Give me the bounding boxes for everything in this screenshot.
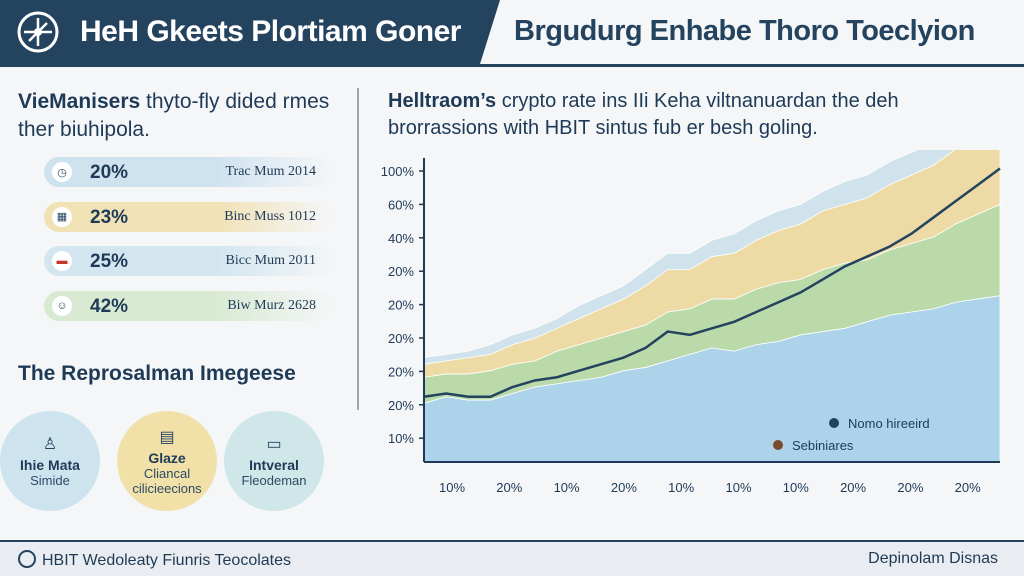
x-tick-label: 10% bbox=[725, 480, 751, 495]
y-tick-label: 100% bbox=[381, 164, 415, 179]
x-tick-label: 20% bbox=[496, 480, 522, 495]
info-circle: ♙ Ihie Mata Simide bbox=[0, 411, 100, 511]
stat-value: 42% bbox=[90, 295, 129, 317]
page-subtitle: Brgudurg Enhabe Thoro Toeclyion bbox=[514, 15, 975, 47]
legend-label: Nomo hireeird bbox=[848, 416, 930, 431]
y-tick-label: 40% bbox=[388, 231, 414, 246]
page-title: HeH Gkeets Plortiam Goner bbox=[80, 15, 461, 48]
stat-value: 20% bbox=[90, 162, 129, 183]
clock-icon: ◷ bbox=[52, 162, 72, 182]
compass-icon bbox=[17, 11, 59, 53]
area-series-3 bbox=[423, 150, 955, 365]
x-tick-label: 20% bbox=[955, 480, 981, 495]
user-icon: ☺ bbox=[52, 295, 72, 316]
y-tick-label: 20% bbox=[388, 298, 414, 313]
stat-row: ▦ 23% Binc Muss 1012 bbox=[44, 201, 332, 232]
area-chart: 100% 60% 40% 20% 20% 20% 20% 20% 10% 10% 20% 10% 20… bbox=[381, 150, 1001, 495]
document-icon: ▤ bbox=[159, 428, 175, 446]
circle-title: Glaze bbox=[148, 449, 186, 466]
globe-icon bbox=[18, 550, 36, 568]
footer-left: HBIT Wedoleaty Fiunris Teocolates bbox=[18, 550, 291, 570]
circle-subtitle: Simide bbox=[30, 473, 70, 488]
stat-value: 23% bbox=[90, 206, 129, 228]
x-tick-label: 10% bbox=[554, 480, 580, 495]
building-icon: ▦ bbox=[52, 206, 72, 227]
y-tick-label: 60% bbox=[388, 197, 414, 212]
person-icon: ♙ bbox=[42, 436, 58, 453]
stat-label: Biw Murz 2628 bbox=[227, 297, 316, 313]
stat-value: 25% bbox=[90, 251, 129, 272]
flag-icon: ▬ bbox=[52, 251, 72, 271]
x-tick-label: 20% bbox=[840, 480, 866, 495]
header-left-band bbox=[0, 0, 500, 64]
section-title: The Reprosalman Imegeese bbox=[18, 362, 296, 385]
stat-row: ☺ 42% Biw Murz 2628 bbox=[44, 290, 332, 321]
y-tick-label: 20% bbox=[388, 331, 414, 346]
circle-subtitle: Fleodeman bbox=[241, 473, 307, 488]
x-tick-label: 10% bbox=[783, 480, 809, 495]
footer-right-text: Depinolam Disnas bbox=[868, 550, 998, 567]
stat-label: Trac Mum 2014 bbox=[225, 164, 317, 179]
legend-marker bbox=[773, 440, 783, 450]
info-circle: ▭ Intveral Fleodeman bbox=[224, 411, 324, 511]
panel-divider bbox=[357, 88, 359, 410]
y-tick-label: 20% bbox=[388, 364, 414, 379]
footer: HBIT Wedoleaty Fiunris Teocolates Depino… bbox=[0, 540, 1024, 576]
y-tick-label: 10% bbox=[388, 431, 414, 446]
left-intro-bold: VieManisers bbox=[18, 90, 141, 113]
stat-label: Binc Muss 1012 bbox=[224, 208, 316, 224]
trend-line bbox=[423, 167, 1001, 399]
stat-list: ◷ 20% Trac Mum 2014 ▦ 23% Binc Muss 1012… bbox=[44, 157, 332, 335]
footer-left-text: HBIT Wedoleaty Fiunris Teocolates bbox=[42, 552, 292, 569]
header-divider bbox=[0, 64, 1024, 67]
stat-label: Bicc Mum 2011 bbox=[225, 253, 316, 268]
x-tick-label: 10% bbox=[439, 480, 465, 495]
circle-title: Intveral bbox=[249, 457, 299, 473]
card-icon: ▭ bbox=[266, 436, 282, 453]
chart-intro-rest: crypto rate ins IIi Keha viltnanuardan t… bbox=[388, 90, 899, 139]
info-circle: ▤ Glaze Cliancal cilicieecions bbox=[117, 411, 217, 511]
y-tick-label: 20% bbox=[388, 398, 414, 413]
circle-title: Ihie Mata bbox=[20, 457, 80, 473]
y-tick-label: 20% bbox=[388, 264, 414, 279]
left-intro-text: VieManisers thyto-fly dided rmes ther bi… bbox=[18, 88, 338, 144]
x-tick-label: 20% bbox=[897, 480, 923, 495]
x-tick-label: 10% bbox=[668, 480, 694, 495]
left-intro-rest: thyto-fly dided rmes ther biuhipola. bbox=[18, 90, 330, 141]
legend-label: Sebiniares bbox=[792, 438, 854, 453]
circle-subtitle: Cliancal cilicieecions bbox=[132, 465, 202, 496]
chart-intro-bold: Helltraom’s bbox=[388, 90, 497, 112]
x-tick-label: 20% bbox=[611, 480, 637, 495]
chart-intro-text: Helltraom’s crypto rate ins IIi Keha vil… bbox=[388, 88, 988, 142]
stat-row: ▬ 25% Bicc Mum 2011 bbox=[44, 246, 332, 276]
legend-marker bbox=[829, 418, 839, 428]
stat-row: ◷ 20% Trac Mum 2014 bbox=[44, 157, 332, 187]
